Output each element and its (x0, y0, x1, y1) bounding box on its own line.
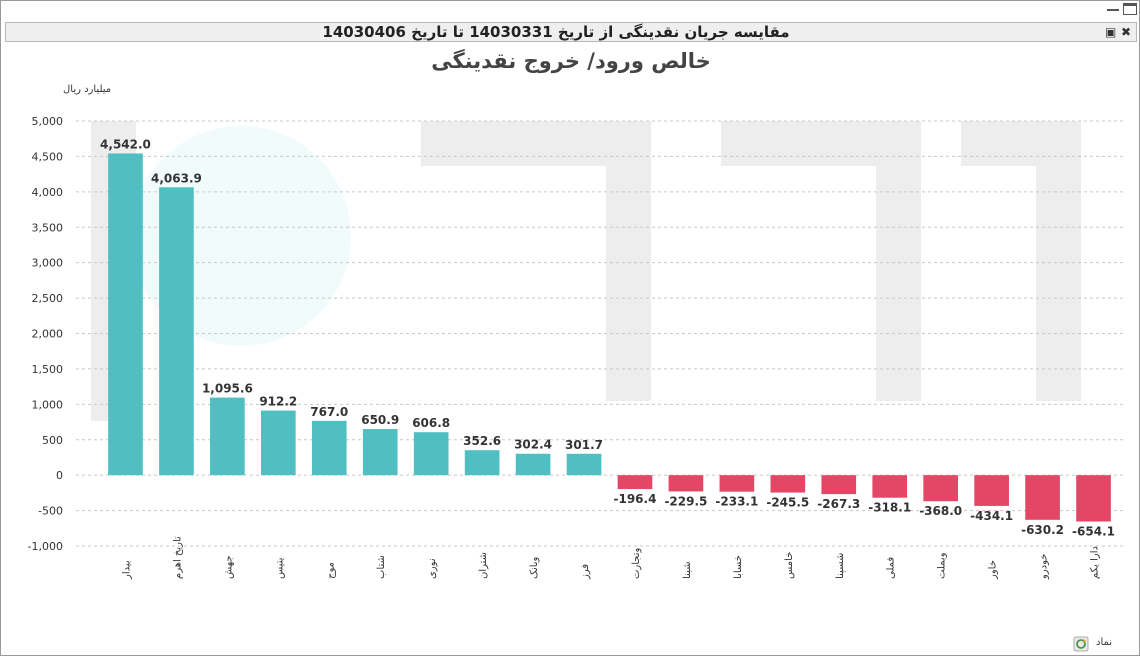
bar[interactable] (210, 397, 245, 476)
y-tick-label: 3,500 (32, 221, 64, 234)
x-axis-label: نماد (1096, 637, 1112, 648)
bar[interactable] (413, 432, 449, 476)
x-tick-label: خامس (784, 552, 795, 579)
y-axis-label: میلیارد ریال (63, 84, 111, 95)
y-axis-ticks: 5,000 4,500 4,000 3,500 3,000 2,500 2,000 1,500… (28, 115, 63, 553)
bar[interactable] (261, 410, 296, 476)
bar[interactable] (362, 429, 398, 476)
y-tick-label: -500 (38, 505, 63, 518)
x-tick-label: دارا یکم (1090, 546, 1101, 579)
bars (108, 153, 1111, 522)
x-tick-label: وتجارت (631, 547, 642, 579)
x-tick-label: شبنا (682, 562, 693, 579)
data-label: 4,063.9 (151, 171, 202, 185)
chart-title: خالص ورود/ خروج نقدینگی (431, 48, 711, 74)
maximize-icon[interactable] (1123, 3, 1137, 15)
x-tick-label: جهش (223, 555, 234, 579)
data-label: 4,542.0 (100, 137, 151, 151)
x-tick-label: فملی (886, 557, 897, 579)
bar[interactable] (974, 475, 1009, 506)
x-tick-label: شسپنا (835, 553, 846, 579)
bar[interactable] (668, 475, 704, 492)
minimize-icon[interactable] (1107, 5, 1119, 11)
x-tick-label: شتران (478, 552, 489, 579)
data-label: 606.8 (412, 416, 450, 430)
x-tick-label: نوری (427, 558, 438, 579)
bar[interactable] (923, 475, 958, 502)
bar[interactable] (108, 153, 143, 476)
y-tick-label: 1,000 (32, 398, 64, 411)
data-label: -245.5 (766, 496, 809, 510)
y-tick-label: 5,000 (32, 115, 64, 128)
x-tick-label: یتیس (274, 557, 285, 579)
cashflow-chart: خالص ورود/ خروج نقدینگی میلیارد ریال نما… (28, 48, 1125, 652)
x-tick-label: شتاب (376, 555, 387, 579)
bar[interactable] (1025, 475, 1060, 520)
watermark-logo (91, 121, 1081, 421)
data-label: 301.7 (565, 438, 603, 452)
bar[interactable] (464, 450, 500, 476)
bar[interactable] (872, 475, 908, 498)
bar[interactable] (770, 475, 806, 493)
data-label: 650.9 (361, 413, 399, 427)
x-tick-label: خودرو (1039, 554, 1050, 580)
y-tick-label: 2,500 (32, 292, 64, 305)
y-tick-label: 4,000 (32, 186, 64, 199)
data-label: -318.1 (868, 501, 911, 515)
y-tick-label: 1,500 (32, 363, 64, 376)
y-tick-label: -1,000 (28, 540, 63, 553)
printer-icon[interactable]: ▣ (1105, 25, 1117, 39)
header-bar: مقایسه جریان نقدینگی از تاریخ 14030331 ت… (5, 22, 1137, 42)
y-tick-label: 500 (42, 434, 63, 447)
y-tick-label: 2,000 (32, 328, 64, 341)
data-label: -233.1 (715, 495, 758, 509)
value-labels: 4,542.0 4,063.9 1,095.6 912.2 767.0 650.9 606.… (100, 137, 1115, 538)
y-tick-label: 3,000 (32, 257, 64, 270)
bar[interactable] (566, 453, 602, 476)
y-tick-label: 4,500 (32, 150, 64, 163)
bar[interactable] (821, 475, 857, 495)
x-tick-label: فرز (580, 564, 591, 580)
refresh-icon[interactable] (1073, 636, 1089, 652)
x-tick-label: خسابا (733, 555, 744, 579)
data-label: -630.2 (1021, 523, 1064, 537)
x-axis-ticks: بیدار تاریخ اهرم جهش یتیس موج شتاب نوری شتران وب… (121, 536, 1100, 580)
data-label: -196.4 (614, 492, 657, 506)
data-label: 352.6 (463, 434, 501, 448)
close-icon[interactable]: ✖ (1121, 25, 1132, 39)
bar[interactable] (515, 453, 551, 476)
x-tick-label: موج (325, 562, 336, 579)
data-label: 767.0 (310, 405, 348, 419)
data-label: -229.5 (664, 494, 707, 508)
bar[interactable] (311, 420, 347, 476)
data-label: 302.4 (514, 438, 552, 452)
bar[interactable] (719, 475, 755, 492)
x-tick-label: وبملت (937, 552, 948, 579)
y-tick-label: 0 (56, 469, 63, 482)
data-label: -368.0 (919, 504, 962, 518)
date-range-title: مقایسه جریان نقدینگی از تاریخ 14030331 ت… (322, 23, 790, 41)
data-label: 1,095.6 (202, 382, 253, 396)
bar[interactable] (1076, 475, 1111, 522)
x-tick-label: خاور (988, 560, 999, 580)
bar[interactable] (617, 475, 653, 490)
x-tick-label: وبانک (529, 556, 540, 579)
data-label: -654.1 (1072, 524, 1115, 538)
data-label: -434.1 (970, 509, 1013, 523)
data-label: 912.2 (259, 395, 297, 409)
x-tick-label: بیدار (121, 560, 132, 580)
bar[interactable] (159, 187, 194, 476)
data-label: -267.3 (817, 497, 860, 511)
x-tick-label: تاریخ اهرم (172, 536, 183, 579)
